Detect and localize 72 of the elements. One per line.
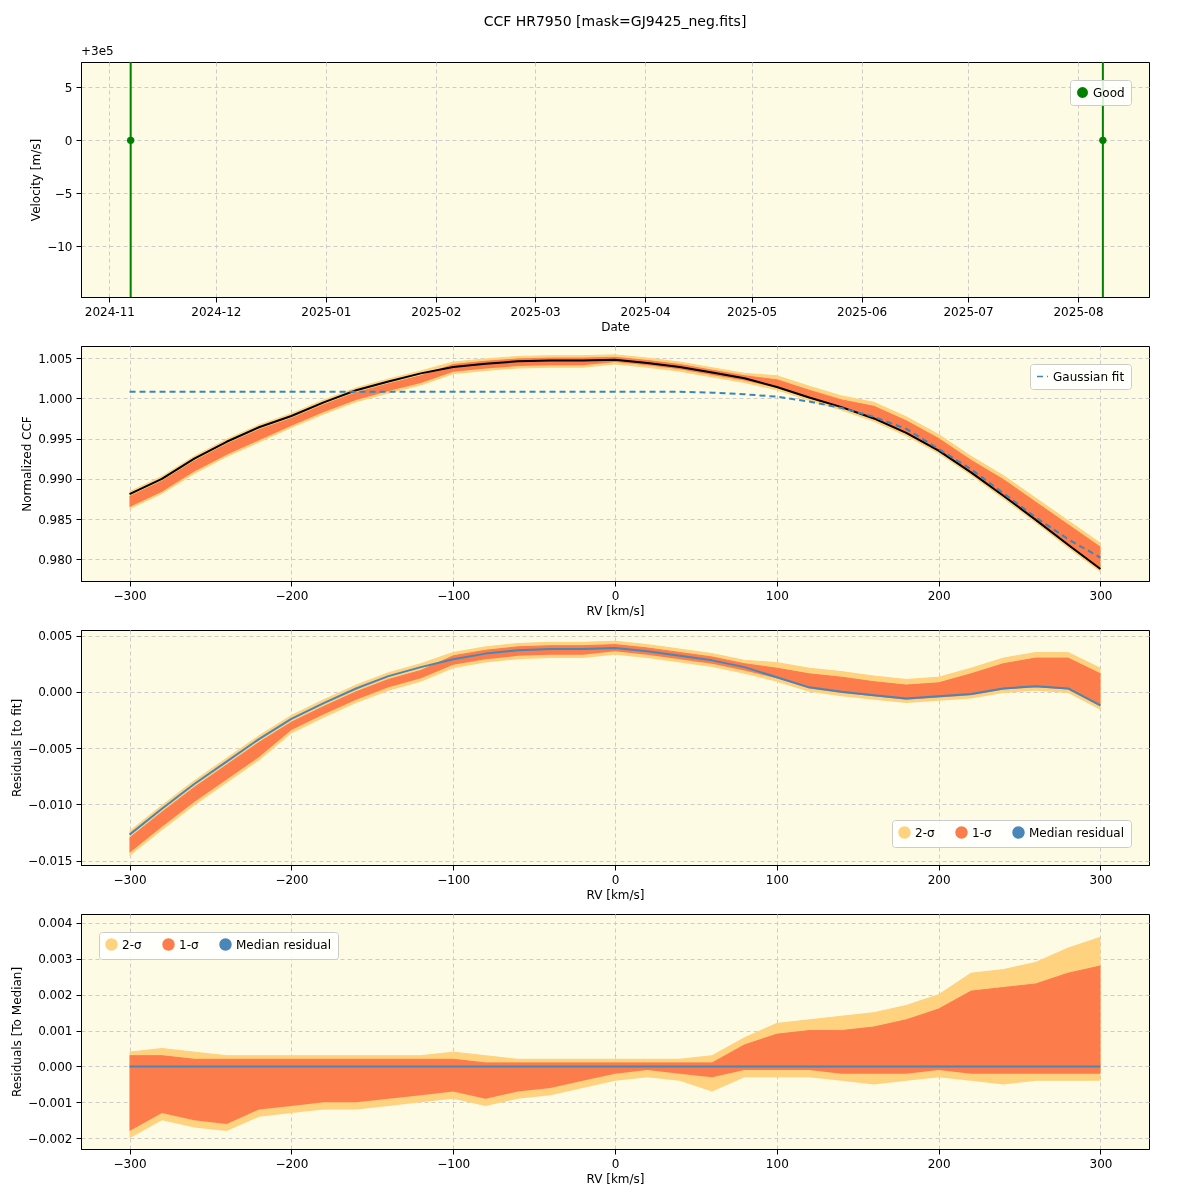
y-tick-label: 0.003	[38, 952, 73, 967]
legend-label: Median residual	[1029, 825, 1125, 840]
y-tick-label: 0.980	[38, 552, 73, 567]
legend-label: 2-σ	[915, 825, 935, 840]
x-axis-title: Date	[601, 319, 630, 334]
y-tick-label: −0.010	[28, 797, 73, 812]
y-axis-title: Residuals [to fit]	[10, 698, 25, 798]
y-tick-label: 0.001	[38, 1024, 73, 1039]
legend-label: 1-σ	[179, 937, 199, 952]
x-tick-label: 200	[927, 588, 951, 603]
y-tick-label: −0.005	[28, 741, 73, 756]
x-tick-label: 2024-12	[191, 304, 242, 319]
y-tick-label: 0.985	[38, 512, 73, 527]
y-tick-label: 0.005	[38, 629, 73, 644]
y-tick-label: 0.990	[38, 472, 73, 487]
y-tick-label: −5	[54, 186, 73, 201]
legend-label: Median residual	[236, 937, 332, 952]
x-tick-label: −200	[275, 1156, 309, 1171]
x-tick-label: 2025-07	[943, 304, 994, 319]
x-tick-label: 200	[927, 872, 951, 887]
y-tick-label: 0.004	[38, 916, 73, 931]
x-tick-label: 2025-05	[727, 304, 778, 319]
x-tick-label: 100	[765, 872, 789, 887]
x-tick-label: 0	[611, 1156, 620, 1171]
x-tick-label: 300	[1089, 1156, 1113, 1171]
y-tick-label: 1.005	[38, 351, 73, 366]
legend-label: 1-σ	[972, 825, 992, 840]
x-tick-label: −200	[275, 588, 309, 603]
y-tick-label: 0.000	[38, 685, 73, 700]
y-tick-label: −0.001	[28, 1095, 73, 1110]
y-tick-label: −10	[47, 239, 73, 254]
x-axis-title: RV [km/s]	[586, 887, 645, 902]
x-tick-label: 2025-02	[411, 304, 462, 319]
y-tick-label: 0.002	[38, 988, 73, 1003]
x-tick-label: 2025-03	[510, 304, 561, 319]
y-tick-label: 1.000	[38, 391, 73, 406]
x-axis-title: RV [km/s]	[586, 1171, 645, 1186]
x-tick-label: 2025-08	[1053, 304, 1104, 319]
x-tick-label: 0	[611, 588, 620, 603]
x-tick-label: −300	[113, 588, 147, 603]
y-axis-title: Velocity [m/s]	[29, 138, 44, 222]
y-tick-label: 0.995	[38, 432, 73, 447]
y-tick-label: 0.000	[38, 1059, 73, 1074]
x-tick-label: −300	[113, 1156, 147, 1171]
chart-title: CCF HR7950 [mask=GJ9425_neg.fits]	[483, 13, 747, 29]
x-tick-label: −300	[113, 872, 147, 887]
x-tick-label: −100	[437, 872, 471, 887]
x-tick-label: −200	[275, 872, 309, 887]
y-tick-label: −0.002	[28, 1131, 73, 1146]
y-axis-title: Residuals [To Median]	[10, 966, 25, 1098]
line-series	[128, 390, 1102, 559]
x-tick-label: −100	[437, 588, 471, 603]
legend-label: Gaussian fit	[1053, 369, 1125, 384]
y-axis-title: Normalized CCF	[20, 416, 35, 512]
legend-label: 2-σ	[122, 937, 142, 952]
x-tick-label: 2025-06	[837, 304, 888, 319]
x-tick-label: 200	[927, 1156, 951, 1171]
text: +3e5	[81, 44, 114, 58]
legend-label: Good	[1093, 85, 1125, 100]
x-tick-label: −100	[437, 1156, 471, 1171]
x-tick-label: 100	[765, 588, 789, 603]
y-tick-label: −0.015	[28, 854, 73, 868]
x-tick-label: 300	[1089, 872, 1113, 887]
x-tick-label: 2025-01	[301, 304, 352, 319]
x-tick-label: 2025-04	[620, 304, 671, 319]
x-tick-label: 2024-11	[84, 304, 135, 319]
x-axis-title: RV [km/s]	[586, 603, 645, 618]
x-tick-label: 100	[765, 1156, 789, 1171]
x-tick-label: 0	[611, 872, 620, 887]
y-tick-label: 0	[64, 133, 73, 148]
x-tick-label: 300	[1089, 588, 1113, 603]
y-tick-label: 5	[64, 80, 73, 95]
